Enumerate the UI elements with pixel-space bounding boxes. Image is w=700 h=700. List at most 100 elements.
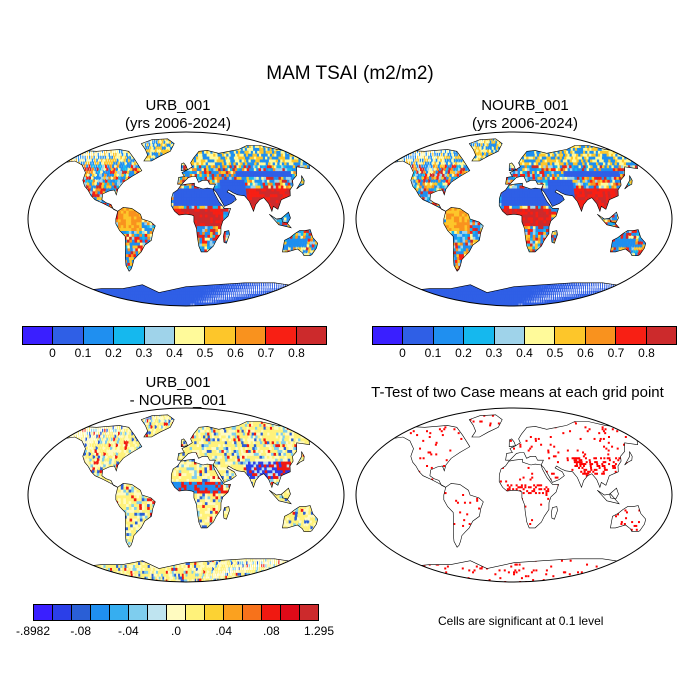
colorbar-swatch xyxy=(403,327,434,344)
colorbar-swatch xyxy=(224,605,243,620)
coastline xyxy=(498,458,560,529)
coastline xyxy=(609,211,619,224)
colorbar-swatch xyxy=(53,327,84,344)
colorbar-swatch xyxy=(129,605,148,620)
colorbar-tick-label: 0.5 xyxy=(546,346,564,360)
coastline xyxy=(269,213,292,229)
colorbar-swatch xyxy=(167,605,186,620)
colorbar-tick-label: .04 xyxy=(215,624,232,638)
map-border xyxy=(355,131,673,307)
colorbar-tick-label: .08 xyxy=(262,624,280,638)
panel-title-line2: (yrs 2006-2024) xyxy=(125,115,231,132)
panel-title-line1: T-Test of two Case means at each grid po… xyxy=(371,384,664,401)
colorbar-tick-label: .0 xyxy=(170,624,182,638)
colorbar-swatch xyxy=(148,605,167,620)
coastline xyxy=(624,175,633,190)
colorbar-swatch xyxy=(281,605,300,620)
coastline xyxy=(281,211,291,224)
panel-title-diff: URB_001 - NOURB_001 xyxy=(28,374,328,410)
coastline xyxy=(597,213,620,229)
coastline xyxy=(180,162,189,172)
coastline xyxy=(443,207,484,272)
significance-note: Cells are significant at 0.1 level xyxy=(438,614,604,628)
colorbar-tick-label: -.04 xyxy=(117,624,139,638)
colorbar-swatch xyxy=(243,605,262,620)
coastline xyxy=(551,506,558,520)
coastline xyxy=(223,506,230,520)
map-nourb xyxy=(355,131,673,307)
colorbar-nourb xyxy=(372,326,677,345)
coastline xyxy=(468,138,503,162)
colorbar-tick-label: 0.7 xyxy=(607,346,625,360)
panel-title-nourb: NOURB_001 (yrs 2006-2024) xyxy=(375,97,675,133)
colorbar-swatch xyxy=(114,327,145,344)
colorbar-swatch xyxy=(186,605,205,620)
colorbar-swatch xyxy=(144,327,176,344)
colorbar-swatch xyxy=(464,327,495,344)
colorbar-tick-label: 0.4 xyxy=(166,346,183,360)
colorbar-tick-label: 0.2 xyxy=(455,346,472,360)
coastline xyxy=(296,451,305,466)
colorbar-swatch xyxy=(235,327,267,344)
coastline xyxy=(597,489,620,505)
colorbar-tick-label: 0.4 xyxy=(516,346,533,360)
landmass-newzealand xyxy=(323,254,335,264)
panel-title-line2: - NOURB_001 xyxy=(129,392,227,409)
coastline xyxy=(59,149,143,212)
colorbar-swatch xyxy=(494,327,526,344)
panel-title-line1: URB_001 xyxy=(145,97,211,114)
colorbar-tick-label: 0.1 xyxy=(74,346,92,360)
coastline xyxy=(387,425,471,488)
landmass-madagascar xyxy=(555,518,558,520)
colorbar-tick-label: 0.5 xyxy=(196,346,214,360)
colorbar-swatch xyxy=(373,327,404,344)
colorbar-tick-label: 0 xyxy=(399,346,406,360)
colorbar-tick-label: 1.295 xyxy=(303,624,335,638)
colorbar-swatch xyxy=(555,327,586,344)
coastline xyxy=(59,425,143,488)
landmass-uk xyxy=(509,439,512,442)
landmass-namerica xyxy=(60,425,142,488)
map-urb xyxy=(27,131,345,307)
colorbar-swatch xyxy=(205,605,224,620)
coastline xyxy=(269,489,292,505)
coastline xyxy=(170,458,232,529)
panel-title-line2: (yrs 2006-2024) xyxy=(472,115,578,132)
colorbar-swatch xyxy=(23,327,54,344)
colorbar-swatch xyxy=(205,327,236,344)
landmass-eurasia xyxy=(505,421,647,488)
landmass-samerica xyxy=(115,207,156,272)
coastline xyxy=(140,138,175,162)
coastline xyxy=(140,414,175,438)
colorbar-tick-label: 0.6 xyxy=(577,346,594,360)
colorbar-swatch xyxy=(525,327,556,344)
panel-title-line1: NOURB_001 xyxy=(481,97,569,114)
landmass-greenland xyxy=(141,414,175,438)
colorbar-swatch xyxy=(110,605,129,620)
colorbar-tick-label: 0.1 xyxy=(424,346,442,360)
coastline xyxy=(505,421,647,489)
colorbar-tick-label: 0.8 xyxy=(288,346,305,360)
landmass-namerica xyxy=(60,149,142,212)
landmass-samerica xyxy=(443,207,484,272)
coastline xyxy=(498,182,560,253)
coastline xyxy=(223,230,230,244)
landmass-namerica xyxy=(388,149,470,212)
coastline xyxy=(624,451,633,466)
coastline xyxy=(115,207,156,272)
colorbar-swatch xyxy=(266,327,297,344)
coastline xyxy=(180,438,189,448)
landmass-samerica xyxy=(443,483,484,548)
coastline xyxy=(508,438,517,448)
coastline xyxy=(281,487,291,500)
panel-title-ttest: T-Test of two Case means at each grid po… xyxy=(345,384,690,402)
colorbar-tick-label: 0.8 xyxy=(638,346,655,360)
colorbar-tick-label: 0.7 xyxy=(257,346,275,360)
landmass-australia xyxy=(611,509,641,532)
landmass-newzealand xyxy=(323,530,335,540)
colorbar-swatch xyxy=(646,327,677,344)
colorbar-swatch xyxy=(175,327,206,344)
colorbar-tick-label: -.08 xyxy=(70,624,91,638)
coastline xyxy=(170,182,232,253)
colorbar-tick-label: 0.6 xyxy=(227,346,244,360)
